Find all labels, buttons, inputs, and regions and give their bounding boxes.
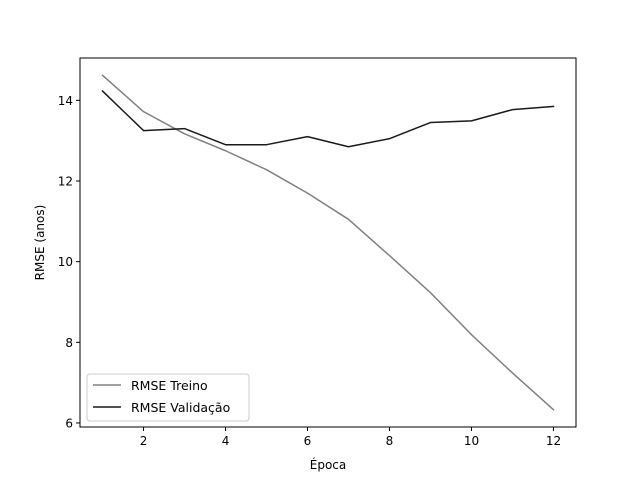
series-line-1	[101, 90, 555, 148]
x-tick-label-2: 2	[140, 434, 148, 448]
x-axis: 2 4 6 8 10 12	[140, 427, 561, 448]
x-tick-label-10: 10	[464, 434, 479, 448]
y-axis: 6 8 10 12 14	[58, 94, 80, 430]
x-tick-label-8: 8	[386, 434, 394, 448]
y-tick-label-14: 14	[58, 94, 73, 108]
axes-frame	[79, 57, 577, 428]
legend-box	[86, 373, 250, 422]
y-tick-label-8: 8	[65, 336, 73, 350]
y-tick-label-6: 6	[65, 416, 73, 430]
legend-label-treino: RMSE Treino	[131, 378, 208, 393]
x-tick-label-12: 12	[546, 434, 561, 448]
x-tick-label-6: 6	[304, 434, 312, 448]
series-line-0	[101, 74, 555, 411]
y-tick-label-12: 12	[58, 175, 73, 189]
legend: RMSE Treino RMSE Validação	[86, 373, 250, 422]
y-axis-label: RMSE (anos)	[33, 205, 47, 281]
legend-label-validacao: RMSE Validação	[131, 400, 230, 415]
x-tick-label-4: 4	[222, 434, 230, 448]
plot-area	[101, 74, 555, 411]
x-axis-label: Época	[310, 457, 347, 472]
y-tick-label-10: 10	[58, 255, 73, 269]
